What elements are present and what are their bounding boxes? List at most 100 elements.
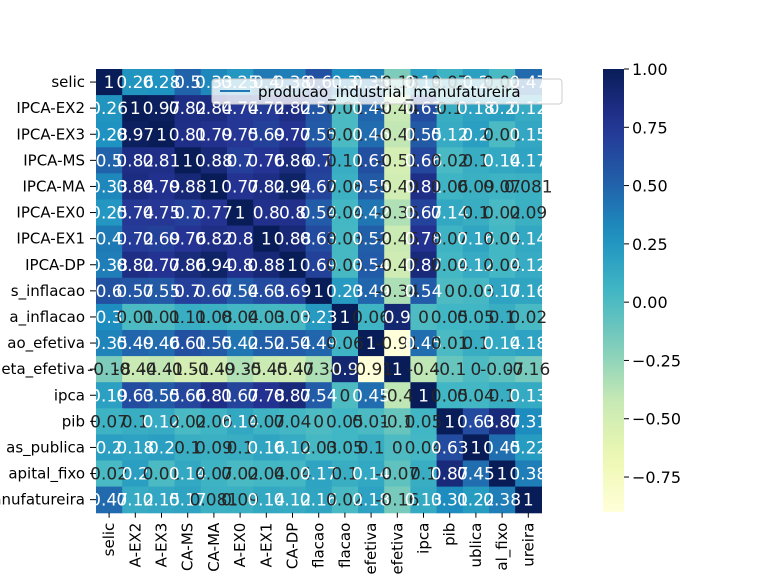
cell-value-label: 0.17 [483,282,521,302]
heatmap-cell [358,251,385,279]
cell-value-label: 0.1 [174,438,201,458]
cell-value-label: 1 [366,334,377,354]
row-label: IPCA-EX3 [16,125,85,143]
heatmap-cell [200,277,228,305]
heatmap-cell [489,408,516,435]
cell-value-label: 0.14 [352,465,390,485]
cell-value-label: 0.7 [174,282,201,302]
heatmap-cell [279,486,307,514]
cell-value-label: -0.16 [506,360,550,380]
heatmap-cell [227,251,254,279]
heatmap-cell [305,460,333,488]
heatmap-cell [384,460,411,488]
heatmap-cell [515,303,542,331]
heatmap-cell [489,147,516,174]
cell-value-label: -0.41 [140,360,184,380]
cell-value-label: 0.09 [195,438,233,458]
cell-value-label: 0.4 [96,230,123,250]
heatmap-cell [96,95,123,122]
cell-value-label: 0.86 [274,151,312,171]
heatmap-cell [489,251,516,279]
cell-value-label: 0.02 [169,412,207,432]
heatmap-cell [358,330,385,357]
heatmap-cell [515,225,542,253]
heatmap-cell [279,121,307,148]
heatmap-cell [200,460,228,488]
cell-value-label: 0.5 [174,73,201,93]
heatmap-cell [279,330,307,357]
heatmap-cell [174,408,202,435]
cell-value-label: 0.79 [195,125,233,145]
heatmap-cell [148,356,176,383]
heatmap-cell [122,434,149,462]
cell-value-label: 0.11 [326,151,364,171]
cell-value-label: -0.1 [381,412,414,432]
cell-value-label: 0.14 [169,465,207,485]
cell-value-label: 1 [392,360,403,380]
heatmap-cell [331,330,359,357]
cell-value-label: 0.04 [221,308,259,328]
cell-value-label: 0.69 [274,282,312,302]
cell-value-label: 0.87 [405,256,443,276]
cell-value-label: 0.38 [483,491,521,511]
heatmap-cell [331,199,359,227]
row-label: s_inflacao [11,282,85,301]
cell-value-label: 0.66 [169,386,207,406]
cell-value-label: -0.91 [349,360,393,380]
cell-value-label: 0.18 [352,491,390,511]
cell-value-label: -0.1 [433,360,466,380]
heatmap-cell [148,486,176,514]
heatmap-cell [384,173,411,201]
heatmap-cell [174,225,202,253]
heatmap-cell [96,356,123,383]
cell-value-label: 0.81 [169,125,207,145]
cell-value-label: 0.97 [143,99,181,119]
cell-value-label: 0.12 [509,256,547,276]
heatmap-cell [148,330,176,357]
cell-value-label: 0.55 [143,386,181,406]
heatmap-cell [148,95,176,122]
heatmap-cell [305,434,333,462]
heatmap-cell [436,121,464,148]
heatmap-cell [384,121,411,148]
heatmap-cell [384,434,411,462]
cell-value-label: 0.54 [221,282,259,302]
heatmap-cell [462,356,490,383]
heatmap-cell [384,382,411,409]
heatmap-cell [148,121,176,148]
heatmap-cell [384,486,411,514]
heatmap-cell [148,434,176,462]
cell-value-label: 0.03 [274,308,312,328]
cell-value-label: -0.44 [113,360,157,380]
heatmap-cell [489,460,516,488]
cell-value-label: 0.1 [489,386,516,406]
cell-value-label: -0.4 [381,386,414,406]
heatmap-cell [253,147,280,174]
heatmap-cell [96,147,123,174]
heatmap-cell [279,225,307,253]
cell-value-label: 0.5 [96,151,123,171]
heatmap-cell [279,356,307,383]
cell-value-label: 0.54 [300,204,338,224]
heatmap-cell [148,303,176,331]
cell-value-label: 1 [497,465,508,485]
heatmap-cell [122,147,149,174]
heatmap-cell [253,199,280,227]
cell-value-label: 0.81 [195,386,233,406]
heatmap-cell [331,460,359,488]
heatmap-cell [489,356,516,383]
colorbar-tick-label: 0.50 [632,177,668,196]
cell-value-label: 0.2 [148,438,175,458]
heatmap-cell [122,277,149,305]
heatmap-cell [515,147,542,174]
row-label: selic [51,73,85,91]
heatmap-cell [305,173,333,201]
cell-value-label: 0.14 [483,334,521,354]
heatmap-cell [410,434,438,462]
colorbar-tick-label: −0.25 [632,351,681,370]
cell-value-label: 0.02 [483,204,521,224]
cell-value-label: 0.7 [227,151,254,171]
column-label: A-EX3 [153,523,171,568]
cell-value-label: 0.49 [352,282,390,302]
cell-value-label: 0.09 [509,204,547,224]
